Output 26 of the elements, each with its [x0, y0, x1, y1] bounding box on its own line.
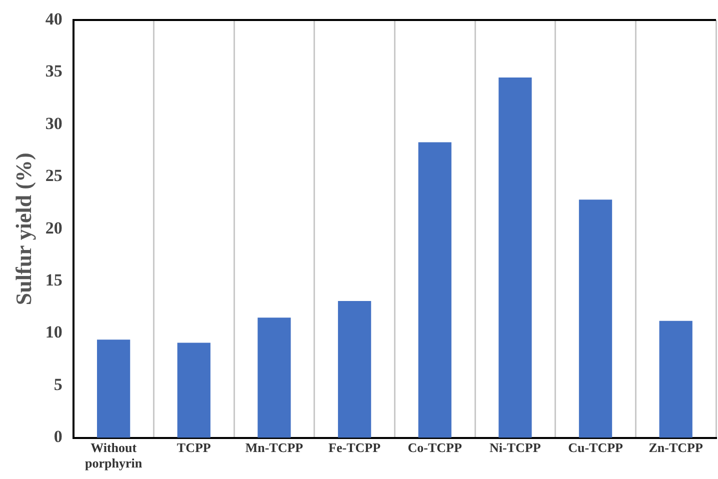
bar [498, 77, 532, 438]
y-tick-label: 25 [45, 166, 62, 186]
y-tick-label: 20 [45, 218, 62, 238]
y-tick-label: 5 [54, 374, 62, 394]
y-tick-label: 30 [45, 114, 62, 133]
y-axis-title: Sulfur yield (%) [10, 152, 36, 306]
bar [578, 200, 612, 438]
y-tick-label: 40 [45, 9, 62, 28]
y-tick-label: 35 [45, 62, 62, 81]
bar [418, 142, 452, 438]
x-tick-label: Fe-TCPP [328, 440, 381, 455]
bar [96, 340, 130, 438]
y-tick-label: 10 [45, 322, 62, 342]
x-tick-label: Ni-TCPP [490, 440, 541, 455]
x-tick-label: Mn-TCPP [245, 440, 304, 455]
x-tick-label: Without porphyrin [85, 440, 143, 471]
bar [659, 320, 692, 438]
y-tick-label: 15 [45, 270, 62, 290]
x-tick-label: Co-TCPP [408, 440, 462, 455]
x-tick-label: TCPP [176, 440, 211, 455]
bar [338, 300, 372, 438]
bar [258, 318, 291, 438]
x-tick-label: Zn-TCPP [648, 440, 703, 455]
bar [177, 342, 210, 438]
x-tick-label: Cu-TCPP [568, 440, 624, 455]
y-tick-label: 0 [54, 427, 62, 446]
